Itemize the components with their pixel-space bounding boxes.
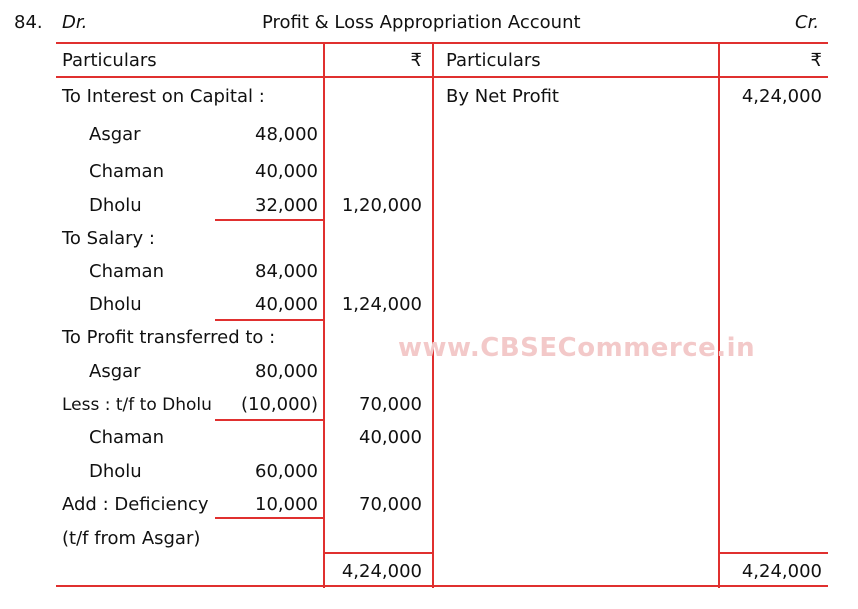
rupee-header-left: ₹ — [410, 50, 422, 71]
interest-name-dholu: Dholu — [89, 195, 142, 216]
interest-amount-dholu: 32,000 — [255, 195, 318, 216]
chaman-profit-total: 40,000 — [359, 427, 422, 448]
interest-name-asgar: Asgar — [89, 124, 141, 145]
center-divider — [432, 42, 434, 588]
interest-subtotal-rule — [215, 219, 324, 221]
header-bottom-rule — [56, 76, 828, 78]
net-profit-amount: 4,24,000 — [741, 86, 822, 107]
interest-amount-chaman: 40,000 — [255, 161, 318, 182]
table-top-rule — [56, 42, 828, 44]
profit-amount-asgar: 80,000 — [255, 361, 318, 382]
salary-amount-dholu: 40,000 — [255, 294, 318, 315]
salary-name-chaman: Chaman — [89, 261, 164, 282]
less-subtotal-rule — [215, 419, 324, 421]
interest-name-chaman: Chaman — [89, 161, 164, 182]
asgar-net-total: 70,000 — [359, 394, 422, 415]
profit-amount-dholu: 60,000 — [255, 461, 318, 482]
question-number: 84. — [14, 12, 43, 33]
profit-name-dholu: Dholu — [89, 461, 142, 482]
salary-amount-chaman: 84,000 — [255, 261, 318, 282]
debit-label: Dr. — [62, 12, 88, 33]
credit-label: Cr. — [795, 12, 820, 33]
particulars-header-right: Particulars — [446, 50, 541, 71]
salary-total: 1,24,000 — [341, 294, 422, 315]
profit-name-asgar: Asgar — [89, 361, 141, 382]
right-total-top-rule — [718, 552, 828, 554]
interest-total: 1,20,000 — [341, 195, 422, 216]
salary-name-dholu: Dholu — [89, 294, 142, 315]
net-profit-label: By Net Profit — [446, 86, 559, 107]
account-title: Profit & Loss Appropriation Account — [262, 12, 581, 33]
left-total-top-rule — [323, 552, 433, 554]
salary-heading: To Salary : — [62, 228, 155, 249]
watermark: www.CBSECommerce.in — [398, 333, 756, 363]
rupee-header-right: ₹ — [810, 50, 822, 71]
credit-grand-total: 4,24,000 — [741, 561, 822, 582]
salary-subtotal-rule — [215, 319, 324, 321]
add-deficiency-label: Add : Deficiency — [62, 494, 209, 515]
dholu-net-total: 70,000 — [359, 494, 422, 515]
debit-grand-total: 4,24,000 — [341, 561, 422, 582]
add-subtotal-rule — [215, 517, 324, 519]
add-deficiency-amount: 10,000 — [255, 494, 318, 515]
table-bottom-rule — [56, 585, 828, 587]
add-deficiency-note: (t/f from Asgar) — [62, 528, 201, 549]
interest-heading: To Interest on Capital : — [62, 86, 265, 107]
profit-name-chaman: Chaman — [89, 427, 164, 448]
left-amount-divider — [323, 42, 325, 588]
right-amount-divider — [718, 42, 720, 588]
less-transfer-label: Less : t/f to Dholu — [62, 395, 212, 415]
interest-amount-asgar: 48,000 — [255, 124, 318, 145]
less-transfer-amount: (10,000) — [240, 394, 318, 415]
particulars-header-left: Particulars — [62, 50, 157, 71]
profit-transferred-heading: To Profit transferred to : — [62, 327, 276, 348]
